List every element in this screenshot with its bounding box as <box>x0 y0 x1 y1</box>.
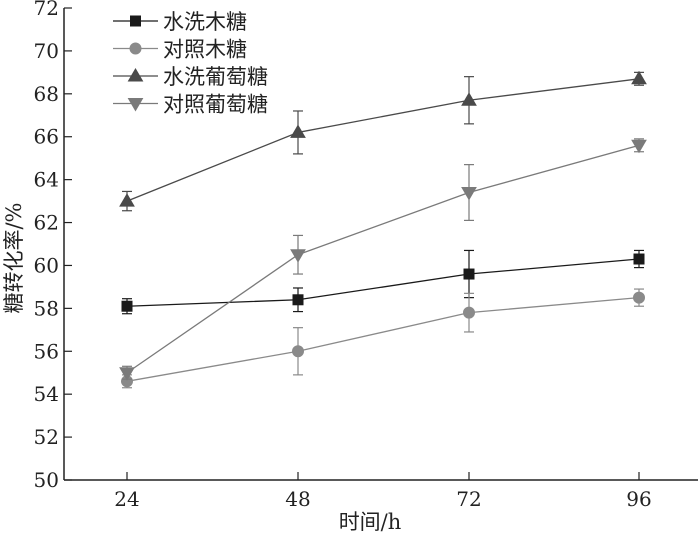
series-2 <box>121 288 645 389</box>
data-point <box>463 306 475 319</box>
data-point <box>290 249 306 263</box>
y-tick-label: 64 <box>34 168 59 192</box>
y-tick-label: 56 <box>34 339 59 363</box>
y-axis-title: 糖转化率/% <box>2 202 26 313</box>
x-axis-title: 时间/h <box>339 510 402 534</box>
data-point <box>290 124 306 138</box>
legend-item: 水洗木糖 <box>113 10 247 34</box>
legend-marker <box>129 42 142 55</box>
data-point <box>292 294 304 306</box>
series-1 <box>121 249 645 315</box>
legend-label: 对照葡萄糖 <box>163 93 268 117</box>
series-line <box>126 78 640 202</box>
series-line <box>126 258 640 307</box>
legend-marker <box>130 15 141 27</box>
y-tick-label: 68 <box>34 82 59 106</box>
data-point <box>292 345 304 358</box>
data-point <box>461 92 477 106</box>
y-tick-label: 62 <box>34 211 59 235</box>
x-tick-label: 48 <box>285 487 310 511</box>
data-point <box>119 193 135 207</box>
data-point <box>463 268 475 280</box>
legend-item: 水洗葡萄糖 <box>113 65 268 89</box>
y-tick-label: 66 <box>34 125 59 149</box>
series-line <box>126 296 640 382</box>
legend-label: 水洗葡萄糖 <box>163 65 268 89</box>
legend-item: 对照葡萄糖 <box>113 93 268 117</box>
data-point <box>633 253 645 265</box>
series-line <box>126 144 640 374</box>
legend-item: 对照木糖 <box>113 38 247 62</box>
series-4 <box>119 138 647 381</box>
x-tick-label: 24 <box>114 487 139 511</box>
data-point <box>633 291 645 304</box>
data-point <box>631 139 647 154</box>
y-tick-label: 60 <box>34 253 59 277</box>
series-3 <box>119 70 647 212</box>
legend-marker <box>127 68 144 82</box>
data-point <box>119 367 135 381</box>
data-point <box>461 187 477 201</box>
legend-label: 对照木糖 <box>163 38 247 62</box>
x-tick-label: 72 <box>456 487 481 511</box>
y-tick-label: 52 <box>34 425 59 449</box>
series-layer <box>119 70 647 389</box>
y-tick-label: 50 <box>34 468 59 492</box>
x-tick-label: 96 <box>626 487 651 511</box>
y-tick-label: 70 <box>34 39 59 63</box>
y-tick-label: 58 <box>34 296 59 320</box>
data-point <box>121 300 133 312</box>
data-point <box>631 70 647 85</box>
axes: 50 52 54 56 58 60 62 64 66 68 70 72 24 48 72 96 <box>34 0 698 511</box>
y-tick-label: 54 <box>34 382 59 406</box>
y-tick-label: 72 <box>34 0 59 20</box>
legend-marker <box>127 98 144 112</box>
legend-label: 水洗木糖 <box>163 10 247 34</box>
